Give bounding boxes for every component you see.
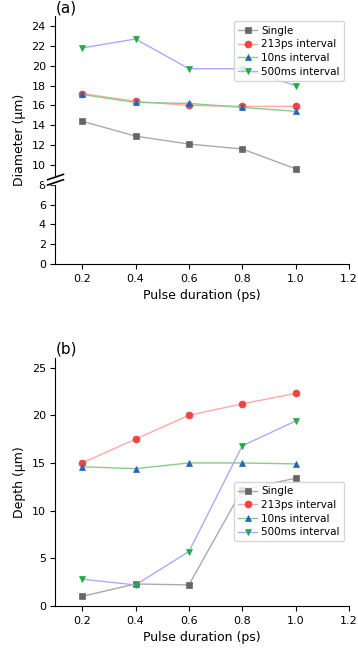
500ms interval [134,581,138,589]
500ms interval [80,575,84,583]
Single [240,486,245,494]
Line: 213ps interval: 213ps interval [79,90,299,110]
Line: 500ms interval: 500ms interval [79,36,299,89]
500ms interval [240,442,245,450]
10ns interval [187,459,191,467]
500ms interval [294,82,298,89]
Legend: Single, 213ps interval, 10ns interval, 500ms interval: Single, 213ps interval, 10ns interval, 5… [234,482,344,541]
Line: 10ns interval: 10ns interval [79,459,299,472]
213ps interval [187,411,191,419]
Text: (a): (a) [55,0,77,15]
Single [80,592,84,600]
Y-axis label: Diameter (μm): Diameter (μm) [13,94,26,186]
Single [80,117,84,125]
213ps interval [80,89,84,97]
500ms interval [80,44,84,52]
Single [294,165,298,173]
Line: 10ns interval: 10ns interval [79,91,299,115]
Line: 500ms interval: 500ms interval [79,417,299,588]
213ps interval [134,435,138,443]
500ms interval [187,548,191,555]
Line: Single: Single [79,118,299,172]
Y-axis label: Depth (μm): Depth (μm) [13,446,26,518]
213ps interval [80,459,84,467]
Single [294,474,298,482]
Line: 213ps interval: 213ps interval [79,390,299,467]
10ns interval [294,108,298,115]
213ps interval [240,102,245,110]
X-axis label: Pulse duration (ps): Pulse duration (ps) [144,631,261,644]
Single [134,132,138,140]
10ns interval [80,463,84,470]
213ps interval [294,102,298,110]
213ps interval [187,102,191,110]
213ps interval [294,389,298,397]
10ns interval [240,459,245,467]
10ns interval [294,460,298,468]
Single [134,580,138,588]
500ms interval [294,417,298,425]
10ns interval [134,465,138,472]
213ps interval [134,98,138,106]
213ps interval [240,400,245,408]
10ns interval [80,91,84,98]
500ms interval [187,65,191,73]
10ns interval [187,100,191,108]
Text: (b): (b) [55,342,77,357]
Legend: Single, 213ps interval, 10ns interval, 500ms interval: Single, 213ps interval, 10ns interval, 5… [234,21,344,81]
10ns interval [240,104,245,111]
Single [240,145,245,153]
500ms interval [240,65,245,73]
Line: Single: Single [79,475,299,600]
Single [187,581,191,589]
500ms interval [134,35,138,43]
10ns interval [134,98,138,106]
Bar [44,176,55,183]
Single [187,140,191,148]
X-axis label: Pulse duration (ps): Pulse duration (ps) [144,289,261,302]
